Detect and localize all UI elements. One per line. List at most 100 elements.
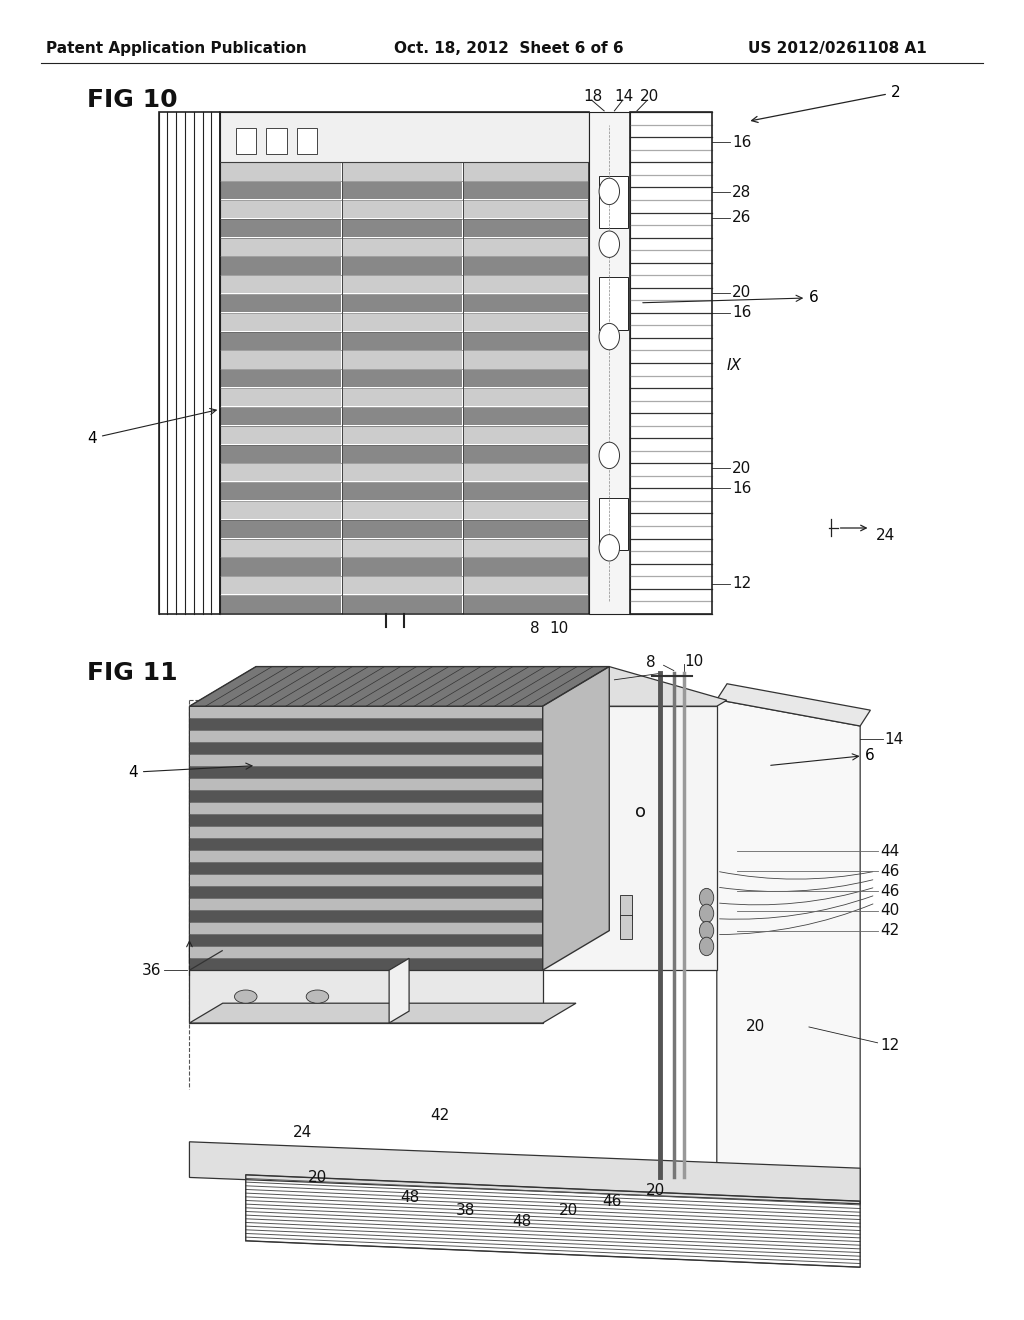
Bar [343, 370, 463, 388]
Text: 42: 42 [881, 923, 900, 939]
Polygon shape [543, 667, 609, 970]
Bar [465, 465, 588, 482]
Bar [190, 731, 542, 742]
Bar [465, 238, 588, 256]
Bar [190, 946, 542, 957]
Bar [465, 294, 588, 313]
Bar [465, 520, 588, 539]
Text: 20: 20 [646, 1183, 665, 1199]
Circle shape [599, 178, 620, 205]
Bar [343, 539, 463, 557]
Bar [465, 577, 588, 594]
Text: 4: 4 [87, 408, 216, 446]
Bar [465, 370, 588, 388]
Bar [221, 294, 341, 313]
Bar [465, 483, 588, 500]
Text: 12: 12 [732, 577, 752, 591]
Bar [343, 389, 463, 407]
Bar [465, 182, 588, 199]
Polygon shape [543, 667, 727, 706]
Bar [465, 445, 588, 463]
Text: 24: 24 [876, 528, 895, 544]
Bar [343, 314, 463, 331]
Bar [190, 887, 542, 898]
Bar [465, 276, 588, 293]
Bar [343, 257, 463, 275]
Bar [221, 445, 341, 463]
Circle shape [699, 937, 714, 956]
Bar [465, 539, 588, 557]
Bar [221, 351, 341, 368]
Text: 6: 6 [771, 747, 876, 766]
Bar [465, 558, 588, 576]
Polygon shape [543, 706, 717, 970]
Polygon shape [717, 684, 870, 726]
Bar [599, 498, 628, 550]
Bar [190, 755, 542, 766]
Bar [343, 294, 463, 313]
Bar [465, 595, 588, 612]
Text: 4: 4 [128, 763, 252, 780]
Bar [190, 899, 542, 909]
FancyBboxPatch shape [236, 128, 256, 154]
Polygon shape [189, 970, 543, 1023]
Text: 28: 28 [732, 185, 752, 199]
Bar [190, 814, 542, 825]
Circle shape [599, 231, 620, 257]
Text: FIG 10: FIG 10 [87, 88, 178, 112]
Bar [343, 162, 463, 181]
Text: 40: 40 [881, 903, 900, 919]
Ellipse shape [306, 990, 329, 1003]
Circle shape [599, 535, 620, 561]
Bar [343, 465, 463, 482]
Circle shape [699, 888, 714, 907]
Bar [465, 333, 588, 350]
Polygon shape [389, 958, 410, 1023]
Circle shape [699, 904, 714, 923]
Bar [221, 558, 341, 576]
Text: 20: 20 [640, 88, 659, 104]
Bar [343, 238, 463, 256]
Text: 46: 46 [881, 883, 900, 899]
Bar [343, 595, 463, 612]
Text: 44: 44 [881, 843, 900, 859]
Text: 16: 16 [732, 480, 752, 496]
Bar [221, 201, 341, 218]
Bar [465, 389, 588, 407]
Bar [221, 465, 341, 482]
Bar [221, 595, 341, 612]
Polygon shape [189, 667, 609, 706]
Bar [343, 520, 463, 539]
Text: 20: 20 [746, 1019, 765, 1035]
Bar [221, 539, 341, 557]
Text: 12: 12 [881, 1038, 900, 1053]
Text: 48: 48 [513, 1213, 531, 1229]
Bar [620, 895, 632, 919]
Text: 48: 48 [400, 1189, 419, 1205]
Bar [190, 767, 542, 777]
Bar [221, 314, 341, 331]
Ellipse shape [234, 990, 257, 1003]
Bar [221, 370, 341, 388]
Bar [620, 915, 632, 939]
Bar [190, 911, 542, 921]
Bar [190, 826, 542, 838]
Text: 38: 38 [457, 1203, 475, 1218]
Bar [343, 276, 463, 293]
Bar [190, 743, 542, 754]
Bar [343, 577, 463, 594]
Bar [465, 162, 588, 181]
Bar [630, 112, 712, 614]
Bar [190, 851, 542, 862]
Text: 18: 18 [562, 675, 581, 690]
Bar [190, 791, 542, 801]
Circle shape [599, 442, 620, 469]
Bar [221, 577, 341, 594]
Bar [343, 351, 463, 368]
Bar [190, 875, 542, 886]
Polygon shape [189, 950, 223, 970]
Bar [190, 923, 542, 933]
Text: 26: 26 [732, 210, 752, 224]
Text: IX: IX [727, 358, 742, 374]
Bar [465, 502, 588, 519]
